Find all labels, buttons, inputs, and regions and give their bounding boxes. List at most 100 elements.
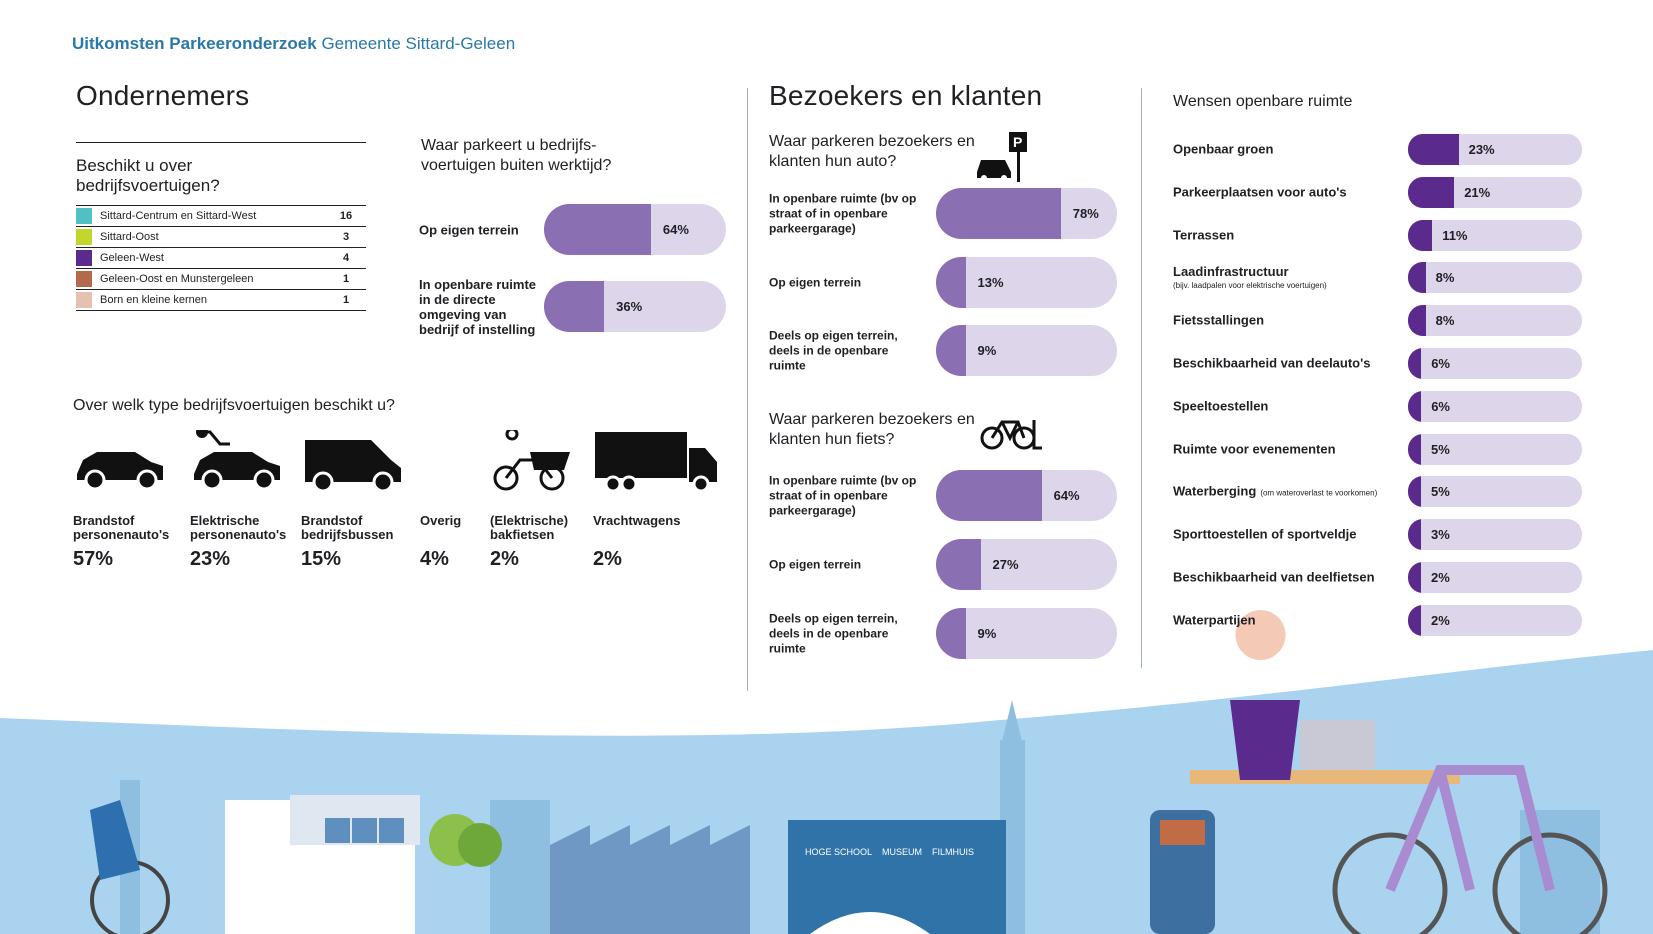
- wens-bar-fill: [1408, 604, 1421, 636]
- wens-value: 5%: [1431, 441, 1450, 457]
- bar-fill: [936, 608, 966, 659]
- wens-bar-fill: [1408, 562, 1421, 593]
- bar-track: 64%: [544, 204, 726, 255]
- district-label: Geleen-West: [100, 252, 164, 264]
- wens-value: 11%: [1442, 227, 1468, 243]
- table-row: Geleen-West 4: [76, 248, 366, 269]
- bar-value: 27%: [992, 557, 1019, 572]
- vehicle-label: (Elektrische) bakfietsen: [490, 513, 569, 542]
- bar-fill: [936, 539, 981, 590]
- vehicle-percentage: 15%: [301, 548, 342, 570]
- wens-bar-fill: [1408, 433, 1421, 465]
- wens-bar-track: 21%: [1408, 176, 1582, 208]
- wens-note: (bijv. laadpalen voor elektrische voertu…: [1173, 281, 1327, 291]
- color-swatch: [76, 208, 92, 224]
- district-value: 1: [342, 273, 350, 285]
- svg-text:P: P: [1013, 134, 1022, 150]
- wens-bar-track: 3%: [1408, 519, 1582, 551]
- bar-value: 36%: [616, 299, 643, 314]
- wens-name: Terrassen: [1173, 227, 1235, 243]
- wens-value: 6%: [1431, 356, 1450, 371]
- bar-value: 78%: [1072, 206, 1099, 221]
- section-title-ondernemers: Ondernemers: [76, 80, 250, 111]
- wens-label: Terrassen: [1173, 227, 1234, 242]
- wens-name: Openbaar groen: [1173, 141, 1274, 157]
- wens-bar-fill: [1408, 219, 1433, 251]
- bar-label: In openbare ruimte in de directe omgevin…: [419, 276, 537, 337]
- wens-label: Openbaar groen: [1173, 142, 1273, 157]
- wens-bar-fill: [1408, 134, 1459, 165]
- divider: [76, 142, 366, 143]
- bar-label: Op eigen terrein: [769, 557, 862, 571]
- vehicle-percentage: 4%: [420, 548, 449, 570]
- bar-value: 64%: [1053, 488, 1080, 503]
- wens-bar-fill: [1408, 348, 1422, 379]
- wens-label: Laadinfrastructuur (bijv. laadpalen voor …: [1173, 264, 1327, 290]
- wens-label: Waterpartijen: [1173, 612, 1256, 627]
- cargo-bike-icon: [490, 427, 620, 501]
- district-label: Sittard-Centrum en Sittard-West: [100, 210, 257, 222]
- auto-question: Waar parkeren bezoekers en klanten hun a…: [769, 133, 975, 170]
- wens-name: Sporttoestellen of sportveldje: [1173, 526, 1357, 542]
- wens-bar-track: 11%: [1408, 219, 1582, 251]
- wens-label: Waterberging (om wateroverlast te voorkom…: [1173, 484, 1377, 499]
- electric-car-icon: [190, 426, 320, 501]
- table-row: Sittard-Oost 3: [76, 227, 366, 248]
- color-swatch: [76, 229, 92, 245]
- bar-label: Deels op eigen terrein, deels in de open…: [769, 328, 898, 372]
- wens-bar-fill: [1408, 305, 1426, 337]
- vehicle-percentage: 2%: [593, 548, 622, 570]
- wens-bar-track: 5%: [1408, 476, 1582, 508]
- wens-name: Speeltoestellen: [1173, 398, 1269, 414]
- wens-value: 21%: [1464, 184, 1491, 200]
- wens-label: Fietsstallingen: [1173, 313, 1264, 328]
- bicycle-icon: [980, 420, 1042, 450]
- van-icon: [301, 430, 431, 501]
- wens-label: Beschikbaarheid van deelauto's: [1173, 356, 1370, 371]
- wens-label: Sporttoestellen of sportveldje: [1173, 527, 1356, 542]
- sign-3: FILMHUIS: [932, 847, 974, 857]
- vehicle-label: Vrachtwagens: [593, 513, 681, 528]
- wens-bar-track: 23%: [1408, 134, 1582, 165]
- bar-value: 13%: [977, 275, 1004, 290]
- district-table: Sittard-Centrum en Sittard-West 16 Sittard…: [76, 205, 366, 311]
- bar-label: In openbare ruimte (bv op straat of in o…: [769, 191, 917, 235]
- wens-name: Parkeerplaatsen voor auto's: [1173, 184, 1347, 200]
- parking-car-icon: P: [977, 132, 1027, 182]
- divider: [747, 88, 748, 691]
- wens-note: (om wateroverlast te voorkomen): [1260, 488, 1378, 498]
- wens-bar-fill: [1408, 262, 1426, 294]
- wens-bar-fill: [1408, 519, 1421, 551]
- wens-name: Laadinfrastructuur: [1173, 264, 1289, 280]
- wens-bar-fill: [1408, 176, 1455, 208]
- bar-track: 78%: [936, 188, 1117, 239]
- table-row: Sittard-Centrum en Sittard-West 16: [76, 206, 366, 227]
- q2-title: Waar parkeert u bedrijfs-voertuigen buit…: [421, 137, 612, 174]
- vehicle-percentage: 2%: [490, 548, 519, 570]
- bar-value: 9%: [977, 626, 997, 641]
- bar-label: Op eigen terrein: [769, 275, 862, 289]
- bar-track: 36%: [544, 281, 726, 332]
- wens-bar-track: 6%: [1408, 348, 1582, 379]
- q1-title: Beschikt u over bedrijfsvoertuigen?: [76, 156, 220, 195]
- vehicle-label: Overig: [420, 513, 462, 528]
- bar-value: 64%: [662, 222, 689, 237]
- page-header: Uitkomsten Parkeeronderzoek Gemeente Sit…: [72, 34, 516, 53]
- truck-icon: [593, 430, 723, 501]
- car-icon: [73, 430, 203, 501]
- district-label: Born en kleine kernen: [100, 294, 208, 306]
- wens-value: 5%: [1431, 484, 1450, 500]
- district-value: 3: [342, 231, 350, 243]
- bar-fill: [936, 188, 1061, 239]
- bar-label: Deels op eigen terrein, deels in de open…: [769, 611, 898, 655]
- color-swatch: [76, 271, 92, 287]
- wens-name: Beschikbaarheid van deelauto's: [1173, 355, 1371, 371]
- vehicle-percentage: 57%: [73, 548, 114, 570]
- sign-2: MUSEUM: [882, 847, 922, 857]
- wens-value: 6%: [1431, 398, 1450, 414]
- wens-bar-track: 8%: [1408, 262, 1582, 294]
- bar-label: Op eigen terrein: [419, 222, 519, 237]
- bar-label: In openbare ruimte (bv op straat of in o…: [769, 473, 917, 517]
- wens-label: Speeltoestellen: [1173, 398, 1268, 413]
- wens-label: Parkeerplaatsen voor auto's: [1173, 184, 1347, 199]
